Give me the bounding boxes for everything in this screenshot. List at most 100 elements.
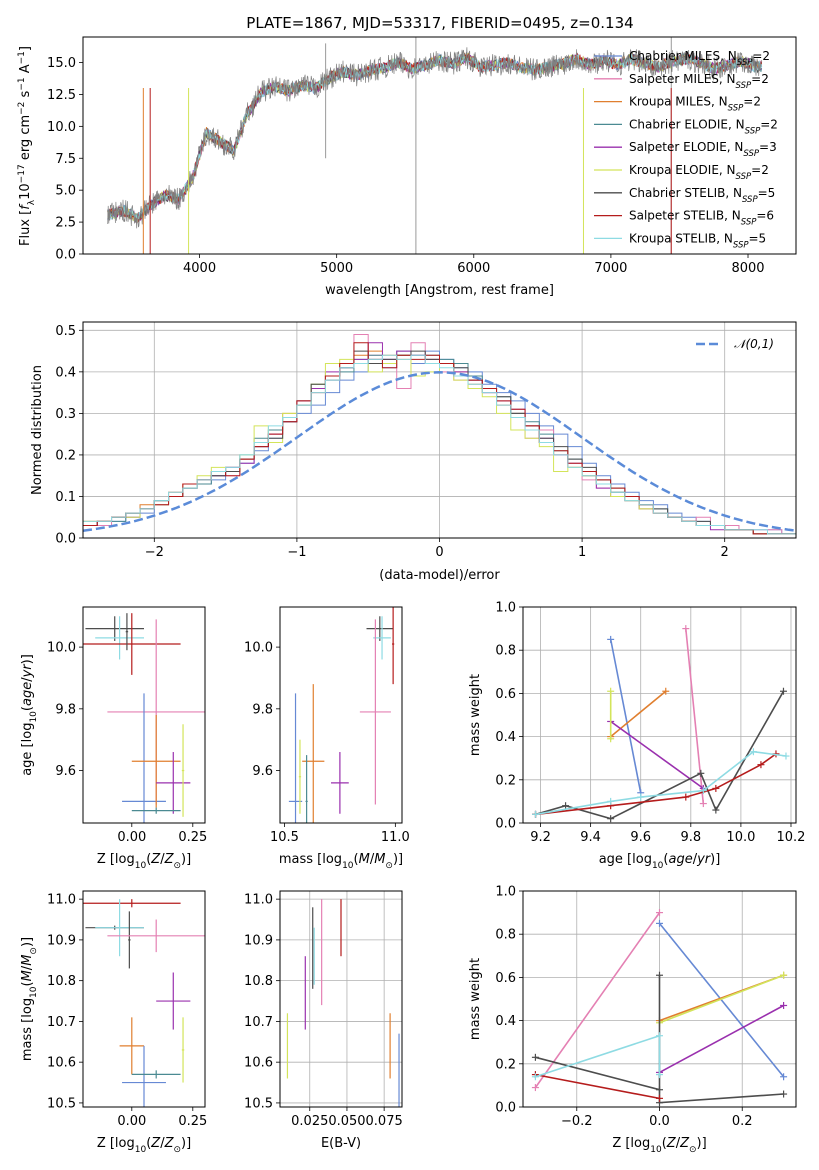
legend-entry-part: Salpeter ELODIE, N [629, 140, 743, 154]
spectrum-ylabel: Flux [fλ10−17 erg cm−2 s−1 A−1] [17, 46, 37, 246]
mass-vs-EBV-ytick-label: 10.7 [244, 1015, 273, 1030]
weight-vs-Z-series-line [534, 912, 661, 1089]
residuals-xtick-label: −2 [145, 545, 164, 560]
mass-vs-Z-ylabel-part: ⊙ [29, 947, 39, 955]
mass-vs-Z-xtick-label: 0.25 [178, 1114, 207, 1129]
mass-vs-Z-ytick-label: 11.0 [47, 893, 76, 908]
legend-entry-part: SSP [742, 195, 758, 205]
age-vs-Z-xlabel-part: 10 [135, 861, 147, 871]
spectrum-ylabel-part: −2 [17, 102, 27, 115]
age-vs-Z-ytick-label: 10.0 [47, 641, 76, 656]
legend-entry: Salpeter MILES, NSSP=2 [629, 72, 769, 91]
weight-vs-age-series-line [609, 639, 642, 793]
age-vs-Z-ylabel-part: 10 [29, 711, 39, 723]
mass-vs-Z-ytick-label: 10.7 [47, 1015, 76, 1030]
age-vs-Z-ylabel-part: age [log [20, 723, 35, 776]
legend-entry-part: Chabrier ELODIE, N [629, 117, 745, 131]
residuals-legend-label: 𝒩(0,1) [734, 337, 774, 351]
mass-vs-Z-xlabel-part: ⊙ [173, 1145, 181, 1155]
weight-vs-age-ytick-label: 0.6 [495, 687, 516, 702]
legend-entry-part: =3 [759, 140, 777, 154]
legend-entry: Kroupa ELODIE, NSSP=2 [629, 163, 769, 182]
spectrum-data-line [107, 47, 762, 229]
mass-vs-EBV-axes: 0.025 0.050 0.075 10.5 10.6 10.7 10.8 10.9 11.0 E… [244, 890, 403, 1151]
legend-entry: Salpeter STELIB, NSSP=6 [629, 209, 774, 228]
spectrum-xtick-label: 5000 [320, 261, 353, 276]
weight-vs-age-series-line [535, 750, 787, 816]
weight-vs-Z-ytick-label: 0.8 [495, 928, 516, 943]
weight-vs-Z-series-line [535, 1073, 660, 1100]
mass-vs-Z-xlabel-part: ( [146, 1136, 151, 1151]
mass-vs-EBV-ytick-label: 10.9 [244, 933, 273, 948]
spectrum-ylabel-part: 10 [18, 183, 33, 200]
age-vs-Z-ytick-label: 9.6 [55, 764, 76, 779]
legend-entry: Kroupa MILES, NSSP=2 [629, 95, 761, 114]
weight-vs-age-axes: 9.2 9.4 9.6 9.8 10.0 10.2 0.0 0.2 0.4 0.6 0.8 1.0 ag… [468, 601, 805, 872]
spectrum-ylabel-part: −1 [17, 51, 27, 64]
age-vs-mass-ytick-label: 9.8 [252, 702, 273, 717]
spectrum-title: PLATE=1867, MJD=53317, FIBERID=0495, z=0… [246, 14, 633, 32]
age-vs-Z-xlabel-part: / [160, 852, 165, 867]
residuals-histogram [83, 354, 796, 538]
spectrum-ylabel-part: Flux [ [18, 210, 33, 246]
age-vs-mass-ytick-label: 9.6 [252, 764, 273, 779]
residuals-axes: −2 −1 0 1 2 0.0 0.1 0.2 0.3 0.4 0.5 𝒩(0,1) (data-mod… [30, 321, 797, 583]
legend-entry: Chabrier STELIB, NSSP=5 [629, 186, 775, 205]
mass-vs-EBV-frame [279, 890, 403, 1108]
mass-vs-EBV-xtick-label: 0.025 [291, 1114, 328, 1129]
mass-vs-Z-ylabel: mass [log10(M/M⊙)] [20, 937, 39, 1061]
spectrum-ytick-label: 12.5 [47, 88, 76, 103]
weight-vs-Z-xlabel-part: / [676, 1136, 681, 1151]
weight-vs-Z-ytick-label: 0.4 [495, 1014, 516, 1029]
age-vs-mass-xlabel-part: M [374, 852, 385, 867]
mass-vs-EBV-ytick-label: 11.0 [244, 893, 273, 908]
weight-vs-age-ytick-label: 1.0 [495, 601, 516, 616]
age-vs-Z-ytick-label: 9.8 [55, 702, 76, 717]
mass-vs-Z-ytick-label: 10.6 [47, 1056, 76, 1071]
age-vs-mass-xtick-label: 11.0 [381, 830, 410, 845]
spectrum-ylabel-part: −17 [17, 164, 27, 183]
spectrum-ytick-label: 15.0 [47, 56, 76, 71]
spectrum-xlabel: wavelength [Angstrom, rest frame] [325, 283, 554, 298]
legend-entry-part: SSP [736, 81, 752, 91]
weight-vs-age-xtick-label: 9.6 [630, 830, 651, 845]
spectrum-axes: 4000 5000 6000 7000 8000 0.0 2.5 5.0 7.5 10.0 12.5… [17, 36, 797, 298]
mass-vs-Z-ytick-label: 10.5 [47, 1096, 76, 1111]
legend-entry-part: Chabrier STELIB, N [629, 186, 742, 200]
weight-vs-age-ytick-label: 0.0 [495, 817, 516, 832]
residuals-xtick-label: 1 [578, 545, 586, 560]
spectrum-ylabel-part: −1 [17, 77, 27, 90]
age-vs-mass-frame [279, 606, 403, 824]
weight-vs-Z-series-line [658, 922, 785, 1078]
age-vs-Z-frame [82, 606, 206, 824]
weight-vs-age-xlabel-part: age [668, 852, 692, 867]
age-vs-mass-xlabel-part: / [370, 852, 375, 867]
residuals-xlabel: (data-model)/error [379, 568, 500, 583]
age-vs-Z-xlabel-part: Z [164, 852, 175, 867]
weight-vs-age-frame [522, 606, 797, 824]
age-vs-mass-xlabel-part: mass [log [279, 852, 342, 867]
mass-vs-EBV-ytick-label: 10.6 [244, 1056, 273, 1071]
weight-vs-Z-series-line [659, 974, 784, 1024]
age-vs-mass-xlabel: mass [log10(M/M⊙)] [279, 852, 403, 871]
weight-vs-age-series-line [610, 690, 667, 738]
weight-vs-age-ylabel: mass weight [468, 674, 483, 756]
weight-vs-Z-xlabel-part: Z [679, 1136, 690, 1151]
weight-vs-Z-ytick-label: 0.0 [495, 1101, 516, 1116]
residuals-xtick-label: 0 [435, 545, 443, 560]
weight-vs-Z-xlabel-part: 10 [650, 1145, 662, 1155]
mass-vs-Z-ylabel-part: mass [log [20, 998, 35, 1061]
weight-vs-age-xlabel-part: age [log [599, 852, 652, 867]
spectrum-frame [82, 36, 797, 255]
mass-vs-Z-ylabel-part: ( [20, 981, 35, 986]
spectrum-xtick-label: 7000 [594, 261, 627, 276]
spectrum-xtick-label: 8000 [731, 261, 764, 276]
spectrum-ylabel-part: s [18, 90, 33, 101]
weight-vs-Z-plot-area [523, 891, 796, 1107]
age-vs-Z-ylabel-part: age [20, 682, 35, 706]
legend-entry-part: Salpeter STELIB, N [629, 209, 741, 223]
weight-vs-Z-xtick-label: −0.2 [561, 1114, 593, 1129]
age-vs-mass-xlabel-part: M [359, 852, 370, 867]
legend-entry-part: Kroupa ELODIE, N [629, 163, 736, 177]
